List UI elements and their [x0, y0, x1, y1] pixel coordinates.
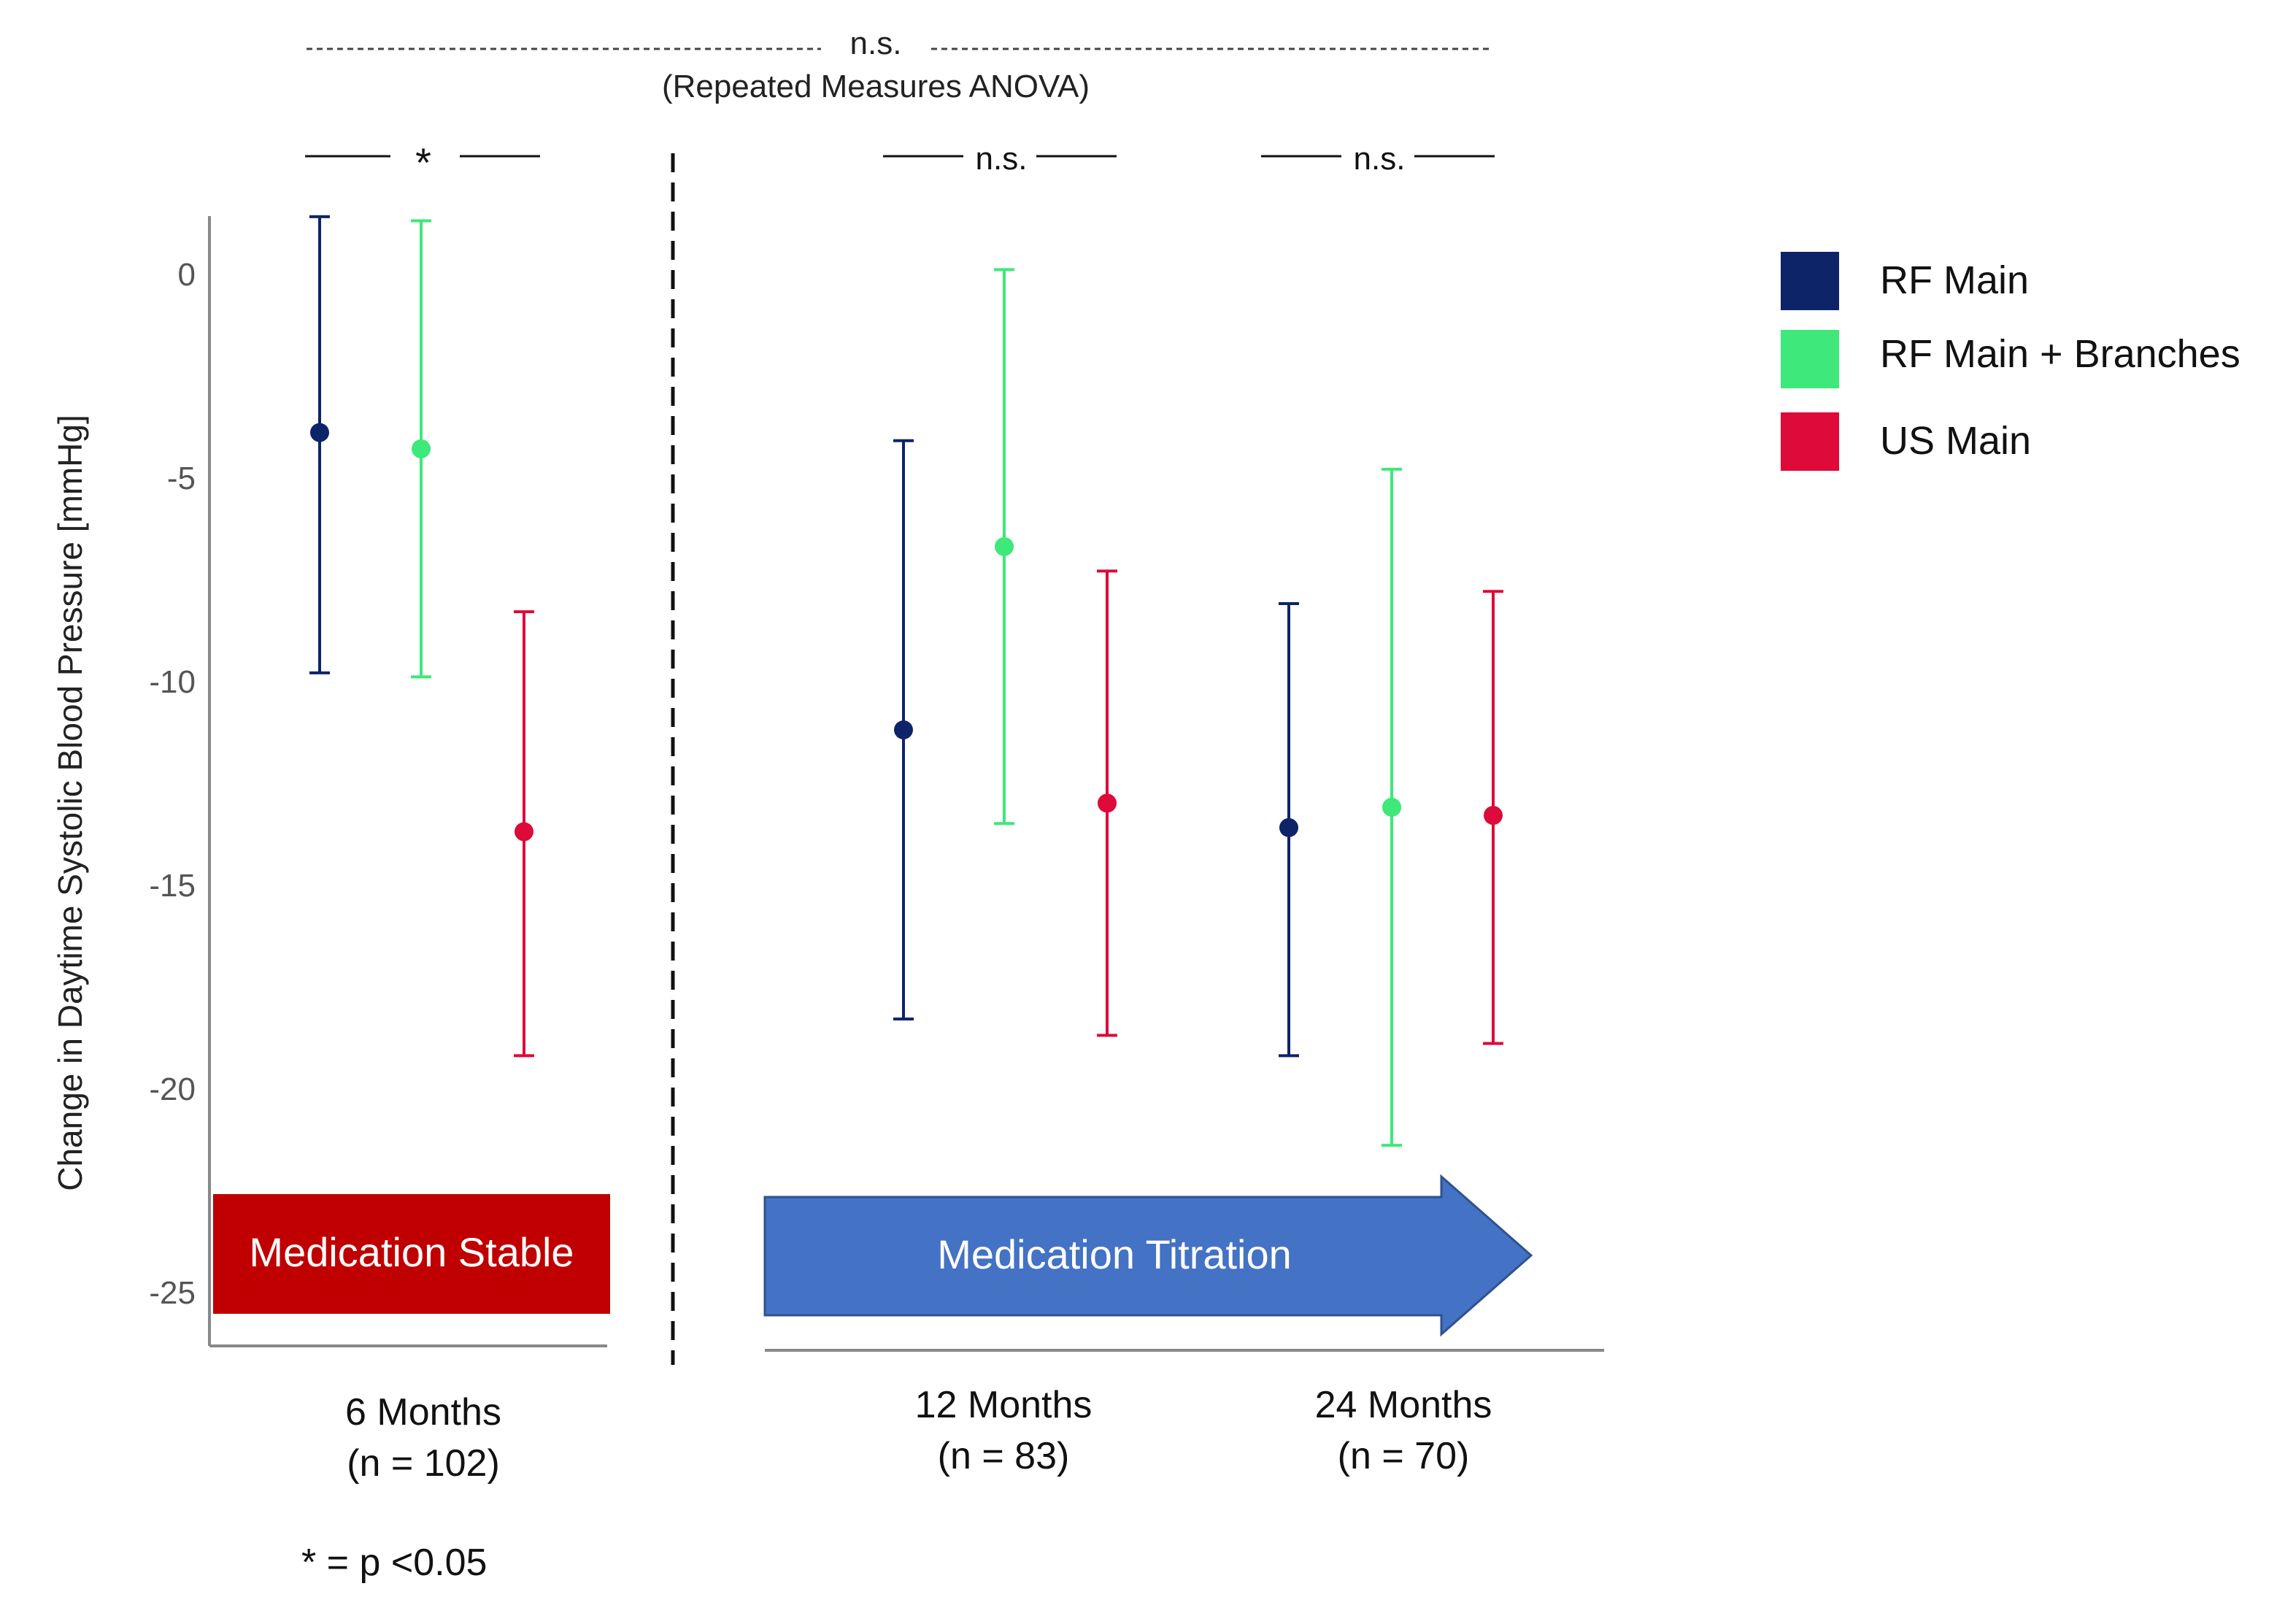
medication-stable-box — [213, 1194, 610, 1314]
anova-label: (Repeated Measures ANOVA) — [662, 69, 1090, 104]
medication-titration-label: Medication Titration — [937, 1231, 1292, 1277]
x-n-12m: (n = 83) — [938, 1435, 1070, 1477]
error-bars — [309, 215, 1503, 1147]
sig-24m-label: n.s. — [1354, 141, 1406, 177]
mean-point — [995, 536, 1014, 556]
legend-label-rf-main: RF Main — [1880, 258, 2029, 302]
legend-swatch-rf-main-branches — [1781, 330, 1839, 388]
mean-point — [1279, 817, 1298, 837]
mean-point — [310, 423, 329, 442]
mean-point — [1382, 797, 1401, 817]
x-label-6m: 6 Months — [345, 1391, 501, 1433]
legend-label-us-main: US Main — [1880, 419, 2031, 463]
mean-point — [412, 439, 431, 458]
y-tick-label: -20 — [149, 1071, 196, 1107]
legend: RF Main RF Main + Branches US Main — [1781, 252, 2240, 471]
y-tick-label: 0 — [178, 257, 196, 293]
x-label-12m: 12 Months — [915, 1384, 1093, 1426]
sig-6m-label: * — [415, 139, 431, 185]
x-label-24m: 24 Months — [1315, 1384, 1492, 1426]
y-tick-label: -25 — [149, 1275, 196, 1311]
footnote: * = p <0.05 — [301, 1542, 487, 1584]
legend-label-rf-main-branches: RF Main + Branches — [1880, 332, 2240, 376]
x-n-6m: (n = 102) — [347, 1442, 500, 1485]
y-tick-labels: 0 -5 -10 -15 -20 -25 — [149, 257, 196, 1311]
legend-swatch-rf-main — [1781, 252, 1839, 310]
y-axis-label: Change in Daytime Systolic Blood Pressur… — [51, 415, 89, 1191]
sig-12m-label: n.s. — [976, 141, 1028, 177]
medication-stable-label: Medication Stable — [249, 1229, 574, 1275]
medication-titration-arrow — [763, 1174, 1533, 1337]
legend-swatch-us-main — [1781, 412, 1839, 471]
overall-ns-label: n.s. — [850, 26, 902, 61]
mean-point — [894, 720, 913, 739]
y-tick-label: -5 — [167, 461, 196, 496]
mean-point — [515, 822, 533, 842]
mean-point — [1484, 806, 1503, 826]
mean-point — [1098, 793, 1117, 813]
y-tick-label: -10 — [149, 664, 196, 700]
y-tick-label: -15 — [149, 868, 196, 904]
x-n-24m: (n = 70) — [1338, 1435, 1470, 1477]
